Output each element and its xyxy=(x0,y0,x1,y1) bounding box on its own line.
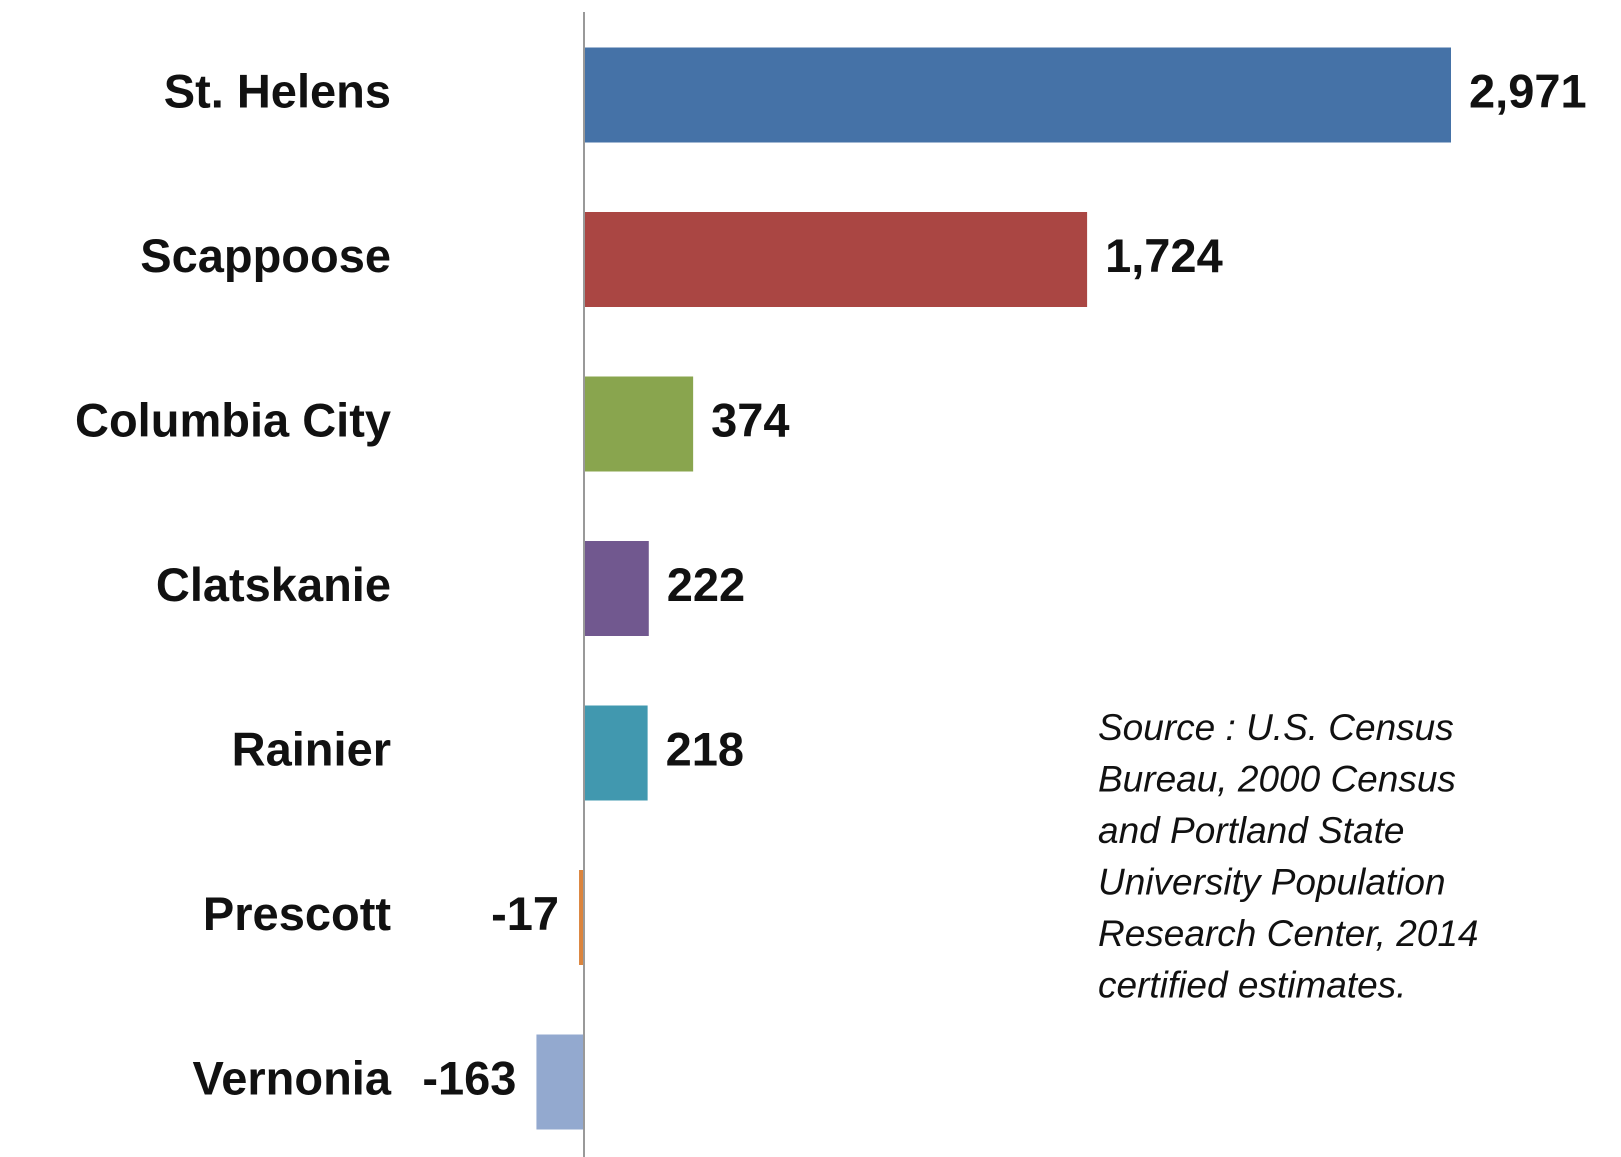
value-label: 218 xyxy=(666,722,744,775)
bar xyxy=(536,1034,584,1130)
annotation: Source : U.S. Census xyxy=(1098,707,1454,748)
bar xyxy=(584,705,648,801)
value-label: 374 xyxy=(711,393,789,446)
bar xyxy=(584,376,694,472)
value-label: 1,724 xyxy=(1105,229,1223,282)
value-label: 2,971 xyxy=(1469,64,1587,117)
category-label: Vernonia xyxy=(192,1051,391,1104)
value-label: -17 xyxy=(491,887,559,940)
annotation: Research Center, 2014 xyxy=(1098,913,1479,954)
annotation: University Population xyxy=(1098,861,1446,902)
category-label: Clatskanie xyxy=(156,558,391,611)
bar xyxy=(584,212,1088,307)
bar xyxy=(584,541,649,636)
value-label: -163 xyxy=(422,1051,516,1104)
category-label: St. Helens xyxy=(164,64,391,117)
annotation: certified estimates. xyxy=(1098,964,1406,1005)
bar xyxy=(584,47,1451,143)
bar xyxy=(579,870,584,965)
category-label: Rainier xyxy=(232,722,391,775)
category-label: Prescott xyxy=(203,887,391,940)
category-label: Columbia City xyxy=(75,393,391,446)
value-label: 222 xyxy=(667,558,745,611)
annotation: and Portland State xyxy=(1098,810,1405,851)
annotation: Bureau, 2000 Census xyxy=(1098,758,1456,799)
category-label: Scappoose xyxy=(140,229,391,282)
